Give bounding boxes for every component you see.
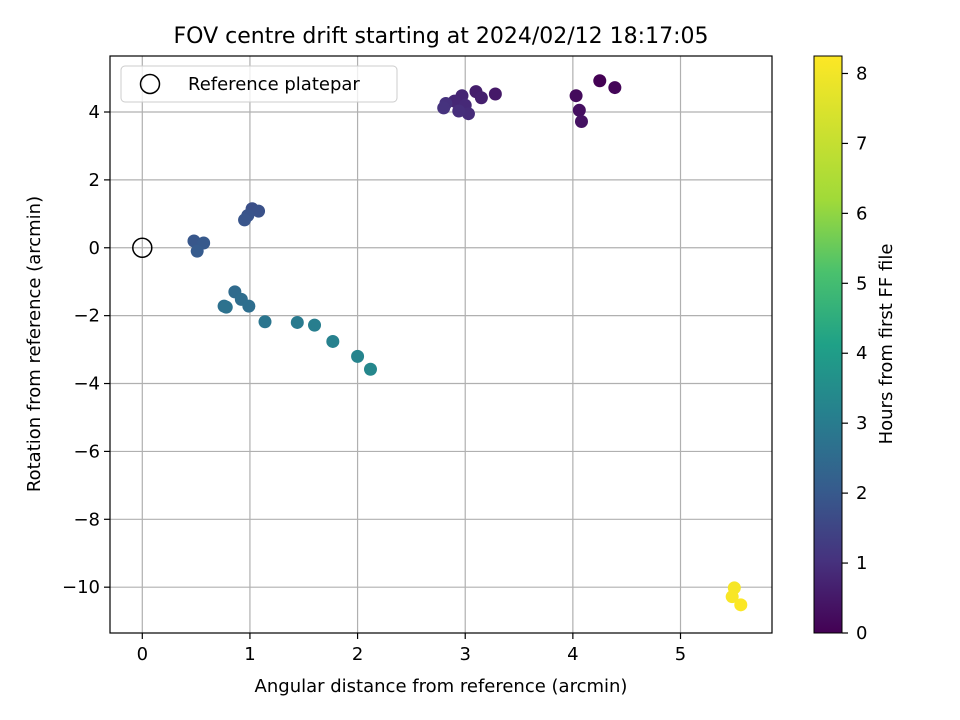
colorbar-tick-label: 1 [856, 553, 867, 574]
data-points [187, 74, 748, 612]
colorbar-tick-label: 6 [856, 203, 867, 224]
x-tick-label: 4 [567, 644, 578, 665]
colorbar-tick-label: 4 [856, 343, 867, 364]
data-point [725, 590, 739, 604]
legend-entry-label: Reference platepar [188, 74, 360, 95]
data-point [488, 87, 502, 101]
y-tick-label: −4 [73, 374, 100, 395]
colorbar: 0 1 2 3 4 5 6 7 8 Hours from first FF file [813, 55, 897, 644]
data-point [258, 315, 272, 329]
data-point [252, 204, 266, 218]
grid-lines [110, 56, 772, 633]
colorbar-tick-label: 5 [856, 273, 867, 294]
y-tick-label: 4 [89, 102, 100, 123]
data-point [452, 104, 466, 118]
data-point [734, 598, 748, 612]
y-tick-label: 0 [89, 238, 100, 259]
y-tick-label: −2 [73, 306, 100, 327]
y-tick-label: −6 [73, 441, 100, 462]
y-axis-label: Rotation from reference (arcmin) [24, 196, 45, 492]
x-tick-label: 5 [675, 644, 686, 665]
colorbar-label: Hours from first FF file [876, 244, 897, 445]
data-point [238, 213, 252, 227]
data-point [187, 234, 201, 248]
x-tick-label: 0 [137, 644, 148, 665]
x-axis-label: Angular distance from reference (arcmin) [255, 676, 628, 697]
y-tick-label: −10 [62, 577, 100, 598]
data-point [190, 244, 204, 258]
colorbar-tick-label: 7 [856, 133, 867, 154]
data-point [290, 315, 304, 329]
data-point [574, 115, 588, 129]
y-axis-ticks: −10 −8 −6 −4 −2 0 2 4 [62, 102, 110, 598]
data-point [572, 103, 586, 117]
data-point [437, 101, 451, 115]
reference-platepar-marker [132, 237, 153, 259]
colorbar-tick-label: 2 [856, 483, 867, 504]
legend: Reference platepar [120, 65, 398, 103]
data-point [242, 299, 256, 313]
legend-marker-icon [139, 73, 161, 95]
colorbar-gradient [813, 55, 843, 634]
colorbar-tick-label: 3 [856, 413, 867, 434]
y-tick-label: 2 [89, 170, 100, 191]
x-tick-label: 2 [352, 644, 363, 665]
colorbar-tick-label: 0 [856, 623, 867, 644]
chart-title: FOV centre drift starting at 2024/02/12 … [174, 24, 709, 49]
plot-frame [109, 55, 773, 634]
x-tick-label: 1 [244, 644, 255, 665]
data-point [593, 74, 607, 88]
data-point [474, 91, 488, 105]
colorbar-tick-label: 8 [856, 63, 867, 84]
legend-box [120, 65, 398, 103]
data-point [569, 89, 583, 103]
data-point [351, 349, 365, 363]
data-point [608, 81, 622, 95]
colorbar-ticks: 0 1 2 3 4 5 6 7 8 [842, 63, 867, 644]
x-tick-label: 3 [459, 644, 470, 665]
data-point [308, 318, 322, 332]
data-point [219, 300, 233, 314]
x-axis-ticks: 0 1 2 3 4 5 [137, 633, 686, 665]
y-tick-label: −8 [73, 509, 100, 530]
data-point [326, 334, 340, 348]
data-point [363, 362, 377, 376]
